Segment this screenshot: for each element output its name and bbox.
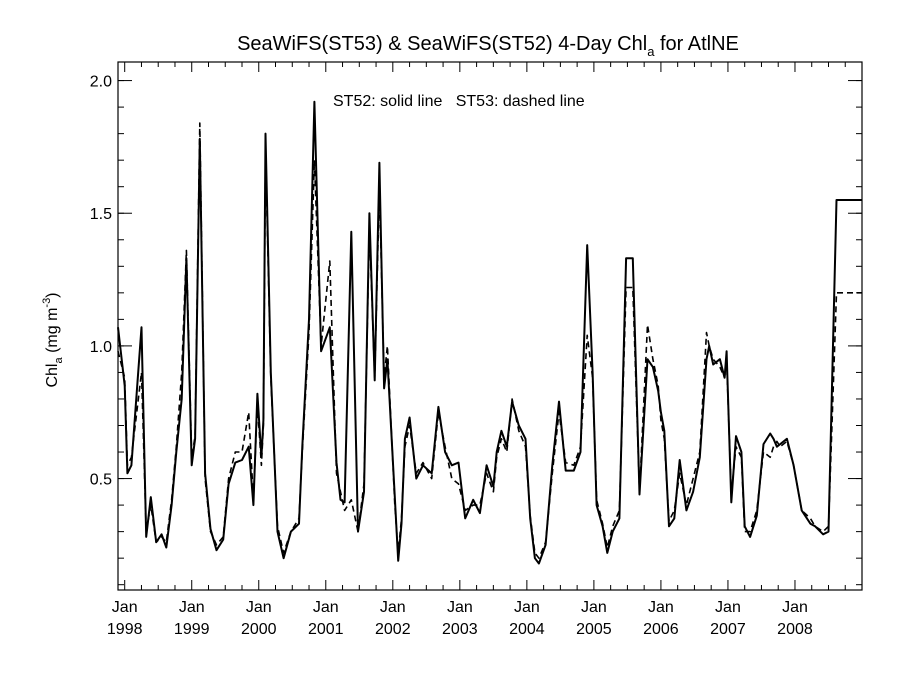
x-tick-year: 2004	[509, 621, 545, 638]
x-tick-month: Jan	[179, 599, 205, 616]
series-line-st52	[117, 100, 862, 565]
x-tick-month: Jan	[648, 599, 674, 616]
y-tick-label: 1.0	[90, 339, 112, 356]
x-tick-year: 2001	[308, 621, 344, 638]
x-tick-month: Jan	[715, 599, 741, 616]
x-tick-month: Jan	[380, 599, 406, 616]
x-tick-year: 1998	[107, 621, 143, 638]
x-tick-year: 1999	[174, 621, 210, 638]
x-tick-year: 2003	[442, 621, 478, 638]
x-tick-month: Jan	[246, 599, 272, 616]
series-layer	[117, 100, 862, 565]
chart-title: SeaWiFS(ST53) & SeaWiFS(ST52) 4-Day Chla…	[237, 33, 739, 59]
x-tick-month: Jan	[112, 599, 138, 616]
legend-annotation: ST52: solid line ST53: dashed line	[333, 93, 585, 110]
x-tick-month: Jan	[581, 599, 607, 616]
x-tick-year: 2008	[777, 621, 813, 638]
y-tick-label: 0.5	[90, 472, 112, 489]
x-tick-year: 2007	[710, 621, 746, 638]
series-line-st53	[117, 122, 862, 559]
x-tick-year: 2002	[375, 621, 411, 638]
y-tick-label: 2.0	[90, 74, 112, 91]
x-tick-month: Jan	[313, 599, 339, 616]
x-tick-year: 2000	[241, 621, 277, 638]
plot-frame	[117, 61, 863, 591]
x-tick-month: Jan	[782, 599, 808, 616]
axis-ticks: 0.5 1.0 1.5 2.0 Jan 1998 Jan 1999 Jan 2000 Jan 2001…	[90, 62, 862, 638]
x-tick-month: Jan	[514, 599, 540, 616]
x-tick-year: 2005	[576, 621, 612, 638]
x-tick-month: Jan	[447, 599, 473, 616]
y-tick-label: 1.5	[90, 206, 112, 223]
x-tick-year: 2006	[643, 621, 679, 638]
y-axis-label: Chla (mg m-3)	[41, 292, 65, 387]
